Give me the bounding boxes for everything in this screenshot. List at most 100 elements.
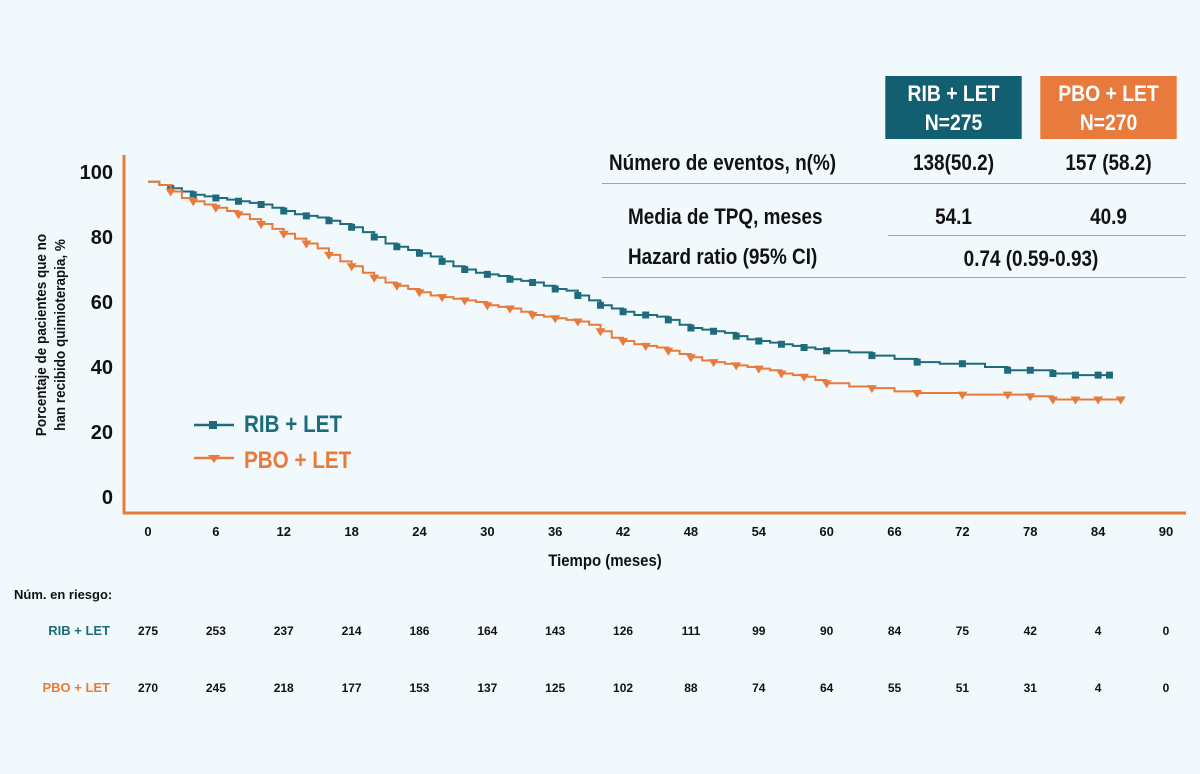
events-pbo: 157 (58.2): [1065, 150, 1152, 175]
at-risk-rib-value: 126: [613, 624, 634, 638]
censor-marker-pbo: [188, 198, 199, 207]
hr-value: 0.74 (0.59-0.93): [963, 246, 1099, 271]
legend-rib-label: RIB + LET: [244, 411, 343, 438]
at-risk-rib-value: 42: [1023, 624, 1037, 638]
at-risk-rib-value: 0: [1162, 624, 1170, 638]
censor-marker-pbo: [957, 391, 968, 400]
pbo-header: PBO + LET N=270: [1040, 76, 1177, 139]
censor-marker-rib: [1072, 371, 1080, 379]
x-tick-label: 24: [412, 524, 427, 539]
censor-marker-rib: [800, 344, 808, 351]
censor-marker-pbo: [278, 230, 289, 239]
at-risk-rib-value: 253: [205, 624, 226, 638]
censor-marker-pbo: [256, 221, 267, 229]
legend-rib-marker: [209, 421, 217, 429]
censor-marker-pbo: [165, 188, 176, 197]
at-risk-rib-value: 99: [752, 624, 766, 638]
x-tick-label: 18: [344, 524, 358, 539]
censor-marker-pbo: [618, 338, 629, 346]
censor-marker-pbo: [1115, 396, 1126, 405]
x-tick-label: 12: [276, 524, 290, 539]
censor-marker-pbo: [1025, 393, 1036, 402]
at-risk-rib-value: 75: [955, 624, 970, 638]
censor-marker-rib: [664, 316, 672, 324]
at-risk-pbo-value: 4: [1094, 681, 1102, 695]
censor-marker-pbo: [527, 312, 538, 320]
censor-marker-rib: [325, 217, 333, 225]
y-axis-label-line: Porcentaje de pacientes que no: [33, 234, 50, 437]
censor-marker-rib: [461, 266, 469, 273]
censor-marker-rib: [212, 194, 220, 202]
censor-marker-rib: [415, 249, 423, 257]
censor-marker-pbo: [663, 347, 674, 356]
censor-marker-pbo: [753, 365, 764, 374]
x-tick-label: 30: [480, 524, 494, 539]
censor-marker-pbo: [1093, 396, 1104, 405]
censor-marker-pbo: [482, 302, 493, 311]
at-risk-pbo-value: 153: [409, 681, 430, 695]
at-risk-pbo-value: 177: [341, 681, 362, 695]
censor-marker-rib: [823, 347, 831, 355]
y-tick-label: 80: [91, 227, 113, 249]
x-tick-label: 54: [752, 524, 767, 539]
at-risk-pbo-value: 74: [752, 681, 766, 695]
rib-header-arm: RIB + LET: [907, 80, 1000, 106]
censor-marker-rib: [1004, 366, 1012, 374]
at-risk-pbo-value: 51: [955, 681, 970, 695]
censor-marker-pbo: [459, 297, 470, 306]
median-label: Media de TPQ, meses: [628, 204, 823, 229]
y-tick-label: 0: [102, 487, 113, 509]
censor-marker-rib: [1094, 371, 1102, 379]
censor-marker-pbo: [504, 305, 515, 314]
censor-marker-pbo: [776, 370, 787, 379]
at-risk-pbo-value: 55: [887, 681, 902, 695]
x-axis-label: Tiempo (meses): [548, 552, 662, 570]
at-risk-rib-value: 143: [545, 624, 566, 638]
censor-marker-pbo: [391, 282, 402, 291]
x-tick-label: 78: [1023, 524, 1037, 539]
x-tick-label: 36: [548, 524, 562, 539]
at-risk-pbo-value: 31: [1023, 681, 1037, 695]
y-axis-label-line: han recibido quimioterapia, %: [52, 239, 69, 431]
x-tick-label: 90: [1159, 524, 1173, 539]
at-risk-rib-value: 84: [887, 624, 902, 638]
censor-marker-rib: [642, 311, 650, 319]
x-tick-label: 66: [887, 524, 901, 539]
censor-marker-pbo: [799, 373, 810, 382]
censor-marker-rib: [958, 360, 966, 368]
censor-marker-rib: [574, 292, 582, 299]
censor-marker-pbo: [912, 390, 923, 398]
censor-marker-rib: [393, 243, 401, 251]
censor-marker-rib: [506, 275, 514, 283]
at-risk-pbo-value: 137: [477, 681, 498, 695]
censor-marker-rib: [257, 201, 265, 208]
x-tick-label: 72: [955, 524, 969, 539]
at-risk-rib-value: 186: [409, 624, 430, 638]
censor-marker-rib: [777, 340, 785, 348]
hr-label: Hazard ratio (95% CI): [628, 244, 818, 269]
censor-marker-pbo: [323, 251, 334, 260]
y-tick-label: 20: [91, 422, 113, 444]
at-risk-rib-value: 214: [341, 624, 362, 638]
censor-marker-pbo: [437, 294, 448, 303]
censor-marker-rib: [1105, 371, 1113, 379]
at-risk-pbo-value: 88: [684, 681, 698, 695]
at-risk-rib-value: 111: [681, 624, 701, 638]
censor-marker-rib: [483, 270, 491, 278]
censor-marker-rib: [755, 337, 763, 345]
censor-marker-rib: [189, 191, 197, 199]
censor-marker-rib: [1049, 370, 1057, 377]
censor-marker-rib: [438, 257, 446, 265]
censor-marker-pbo: [414, 289, 425, 298]
censor-marker-pbo: [866, 385, 877, 394]
at-risk-rib-value: 90: [819, 624, 834, 638]
curves: [148, 180, 1126, 405]
at-risk-pbo-value: 245: [205, 681, 226, 695]
y-axis-label: Porcentaje de pacientes que no han recibi…: [33, 234, 69, 437]
x-tick-label: 42: [616, 524, 630, 539]
axes: 0 20 40 60 80 100 0 6 12 18 24 30 36 42 48 54 60 66 72 78 84…: [33, 155, 1186, 570]
y-tick-label: 100: [80, 162, 113, 184]
events-rib: 138(50.2): [912, 150, 995, 175]
censor-marker-pbo: [731, 362, 742, 371]
censor-marker-pbo: [369, 274, 380, 283]
